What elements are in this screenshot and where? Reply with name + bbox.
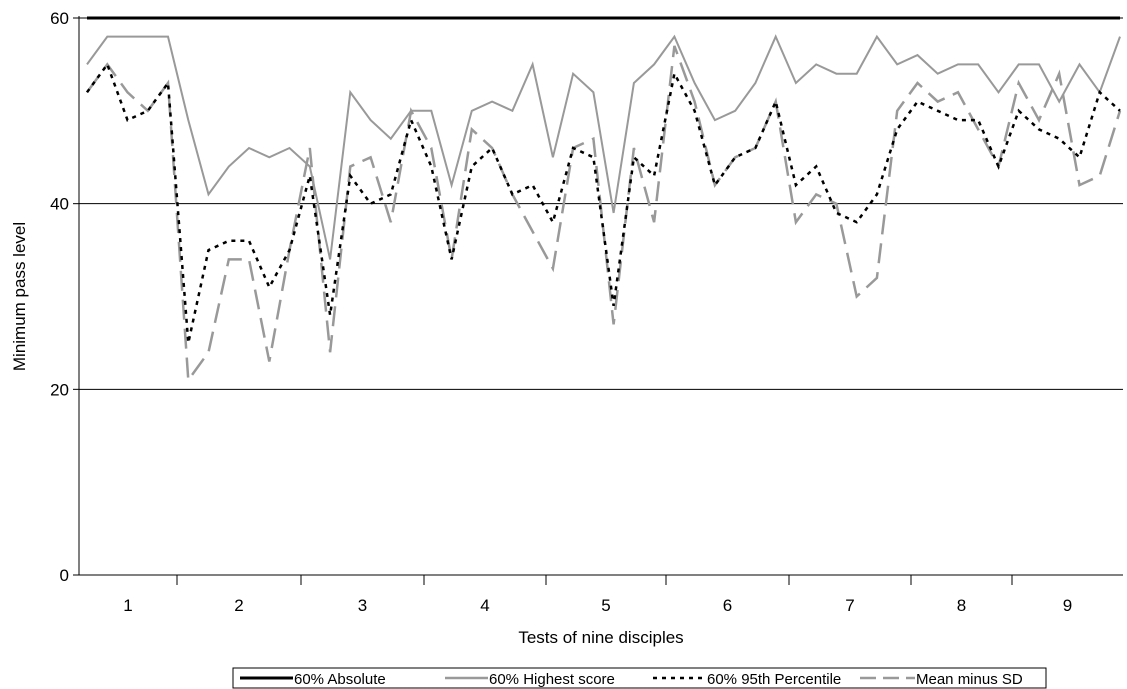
legend-label-2: 60% Highest score [489, 671, 615, 688]
axes [73, 16, 1123, 585]
y-tick-label: 20 [50, 380, 69, 399]
x-tick-label: 3 [358, 596, 367, 615]
legend-label-1: 60% Absolute [294, 671, 386, 688]
series-line-2 [86, 34, 1121, 260]
y-axis-title: Minimum pass level [10, 222, 29, 371]
x-tick-label: 9 [1063, 596, 1072, 615]
x-tick-label: 1 [123, 596, 132, 615]
series-lines [85, 16, 1122, 384]
legend-box [232, 667, 1047, 689]
x-tick-label: 6 [723, 596, 732, 615]
y-tick-label: 0 [60, 566, 69, 585]
x-tick-label: 5 [601, 596, 610, 615]
y-tick-labels: 0 20 40 60 [50, 9, 69, 585]
x-tick-labels: 1 2 3 4 5 6 7 8 9 [123, 596, 1072, 615]
legend-label-4: Mean minus SD [916, 671, 1023, 688]
series-line-3 [85, 61, 1121, 344]
y-tick-label: 40 [50, 195, 69, 214]
x-tick-label: 4 [480, 596, 489, 615]
x-axis-title: Tests of nine disciples [518, 628, 683, 647]
legend: 60% Absolute 60% Highest score 60% 95th Pe… [232, 667, 1047, 689]
y-tick-label: 60 [50, 9, 69, 28]
x-tick-label: 7 [845, 596, 854, 615]
x-tick-label: 2 [234, 596, 243, 615]
series-line-4 [85, 45, 1122, 384]
legend-label-3: 60% 95th Percentile [707, 671, 841, 688]
x-tick-label: 8 [957, 596, 966, 615]
